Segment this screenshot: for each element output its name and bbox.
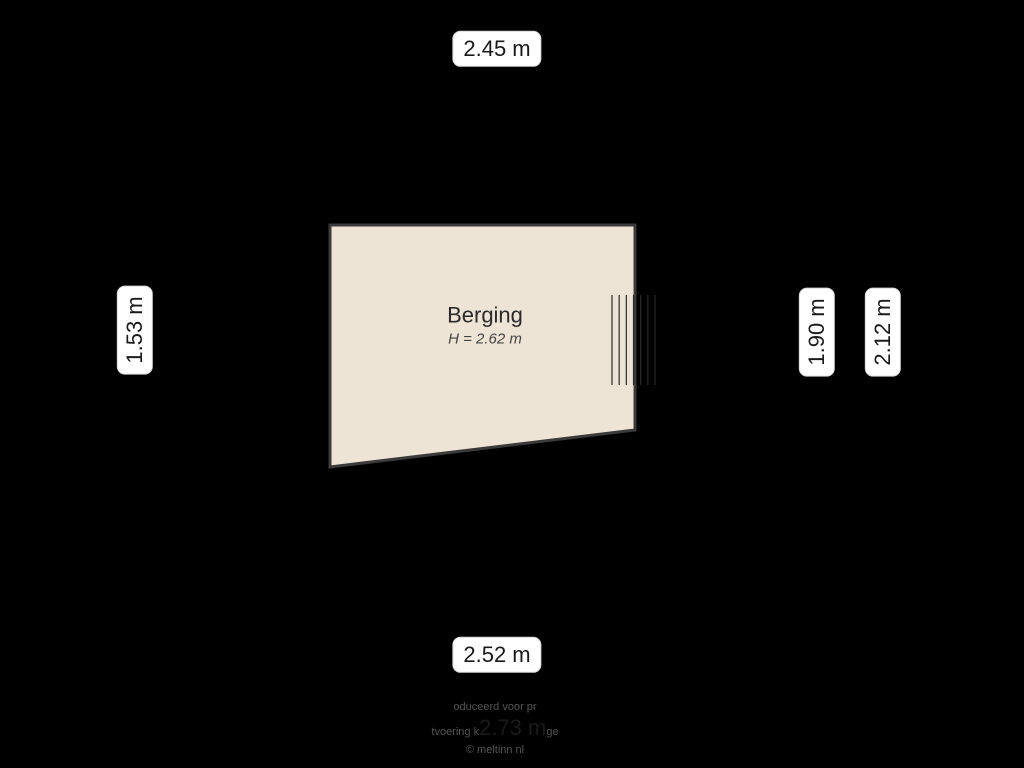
footer-line-1: oduceerd voor pr — [431, 700, 558, 714]
room-label: Berging H = 2.62 m — [447, 303, 523, 348]
dimension-right-outer: 2.12 m — [865, 287, 901, 376]
dimension-right-inner: 1.90 m — [799, 287, 835, 376]
dimension-top: 2.45 m — [452, 31, 541, 67]
footer-line-2: tvoering k2.73 mge — [431, 714, 558, 743]
dimension-bottom-inner: 2.52 m — [452, 637, 541, 673]
dimension-bottom-outer: 2.73 m — [479, 715, 546, 740]
room-name: Berging — [447, 303, 523, 329]
floorplan-stage: Berging H = 2.62 m 2.45 m 1.53 m 1.90 m … — [0, 0, 1024, 768]
room-height-label: H = 2.62 m — [447, 331, 523, 348]
dimension-left: 1.53 m — [117, 285, 153, 374]
footer-line-3: © meltinn nl — [431, 743, 558, 757]
footer-fineprint: oduceerd voor pr tvoering k2.73 mge © me… — [431, 700, 558, 757]
